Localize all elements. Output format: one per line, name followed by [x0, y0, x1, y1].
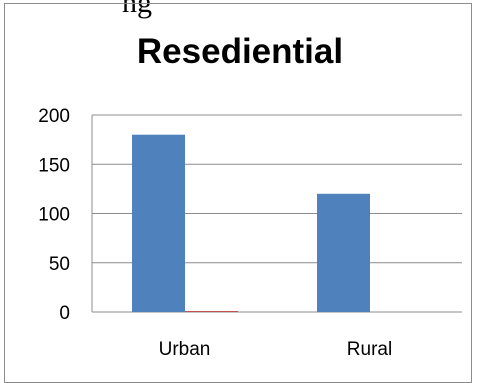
bar	[132, 134, 185, 312]
cropped-heading-text: ng	[122, 0, 152, 19]
bar	[317, 193, 370, 312]
y-tick-label: 200	[38, 106, 70, 127]
x-tick-label: Urban	[159, 339, 211, 360]
y-tick-label: 150	[38, 155, 70, 176]
x-tick-label: Rural	[347, 339, 392, 360]
bar	[185, 311, 238, 312]
y-tick-label: 0	[59, 303, 70, 324]
y-tick-label: 50	[49, 254, 70, 275]
chart-title: Resediential	[136, 32, 344, 71]
y-tick-label: 100	[38, 205, 70, 226]
